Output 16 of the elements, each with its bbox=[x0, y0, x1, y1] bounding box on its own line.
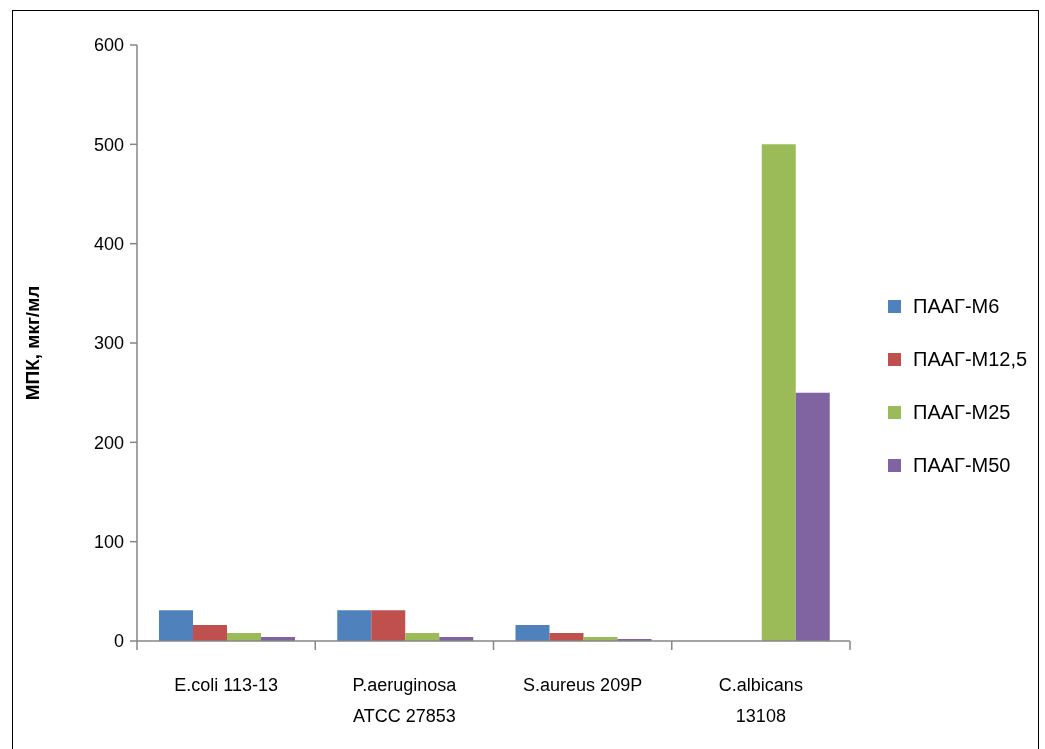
x-tick-label: C.albicans 13108 bbox=[718, 675, 803, 726]
y-tick-label: 100 bbox=[93, 532, 124, 553]
y-tick-label: 0 bbox=[113, 631, 124, 652]
x-tick-label: E.coli 113-13 bbox=[174, 675, 278, 695]
y-axis-title: МПК, мкг/мл bbox=[21, 285, 43, 401]
legend-label: ПААГ-М12,5 bbox=[913, 348, 1028, 371]
legend-label: ПААГ-М6 bbox=[913, 295, 1000, 318]
y-tick-label: 600 bbox=[93, 35, 124, 56]
x-tick-label: P.aeruginosa ATCC 27853 bbox=[352, 675, 458, 726]
x-tick-label: S.aureus 209P bbox=[523, 675, 643, 695]
y-tick-label: 400 bbox=[93, 234, 124, 255]
legend-label: ПААГ-М50 bbox=[913, 454, 1011, 477]
y-tick-label: 300 bbox=[93, 333, 124, 354]
legend-label: ПААГ-М25 bbox=[913, 401, 1011, 424]
y-tick-label: 200 bbox=[93, 432, 124, 453]
y-tick-label: 500 bbox=[93, 134, 124, 155]
